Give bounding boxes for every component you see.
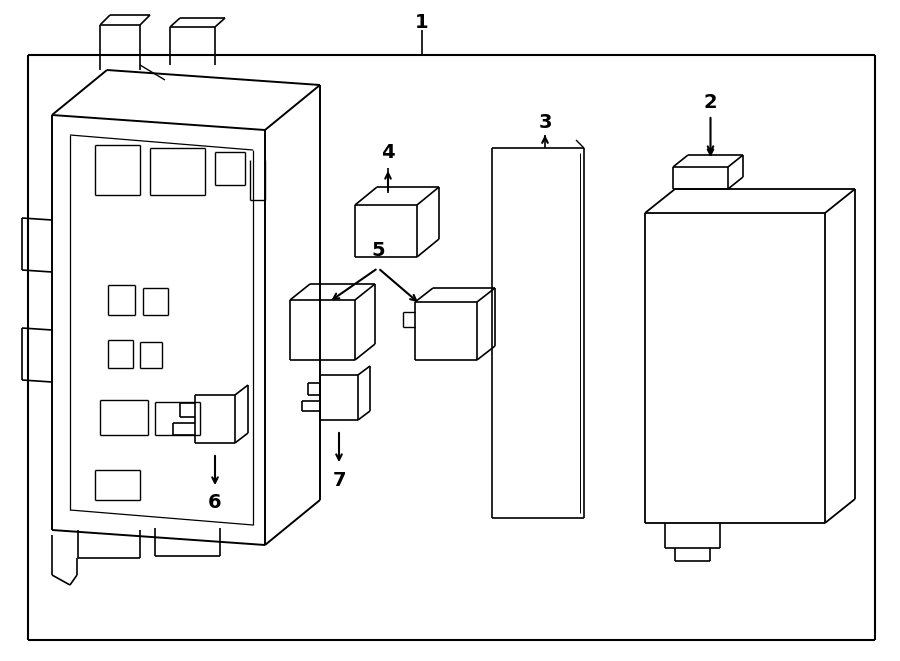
- Text: 2: 2: [704, 93, 717, 112]
- Text: 6: 6: [208, 494, 221, 512]
- Text: 4: 4: [382, 143, 395, 161]
- Text: 7: 7: [332, 471, 346, 490]
- Text: 1: 1: [415, 13, 428, 32]
- Text: 5: 5: [371, 241, 385, 260]
- Text: 3: 3: [538, 112, 552, 132]
